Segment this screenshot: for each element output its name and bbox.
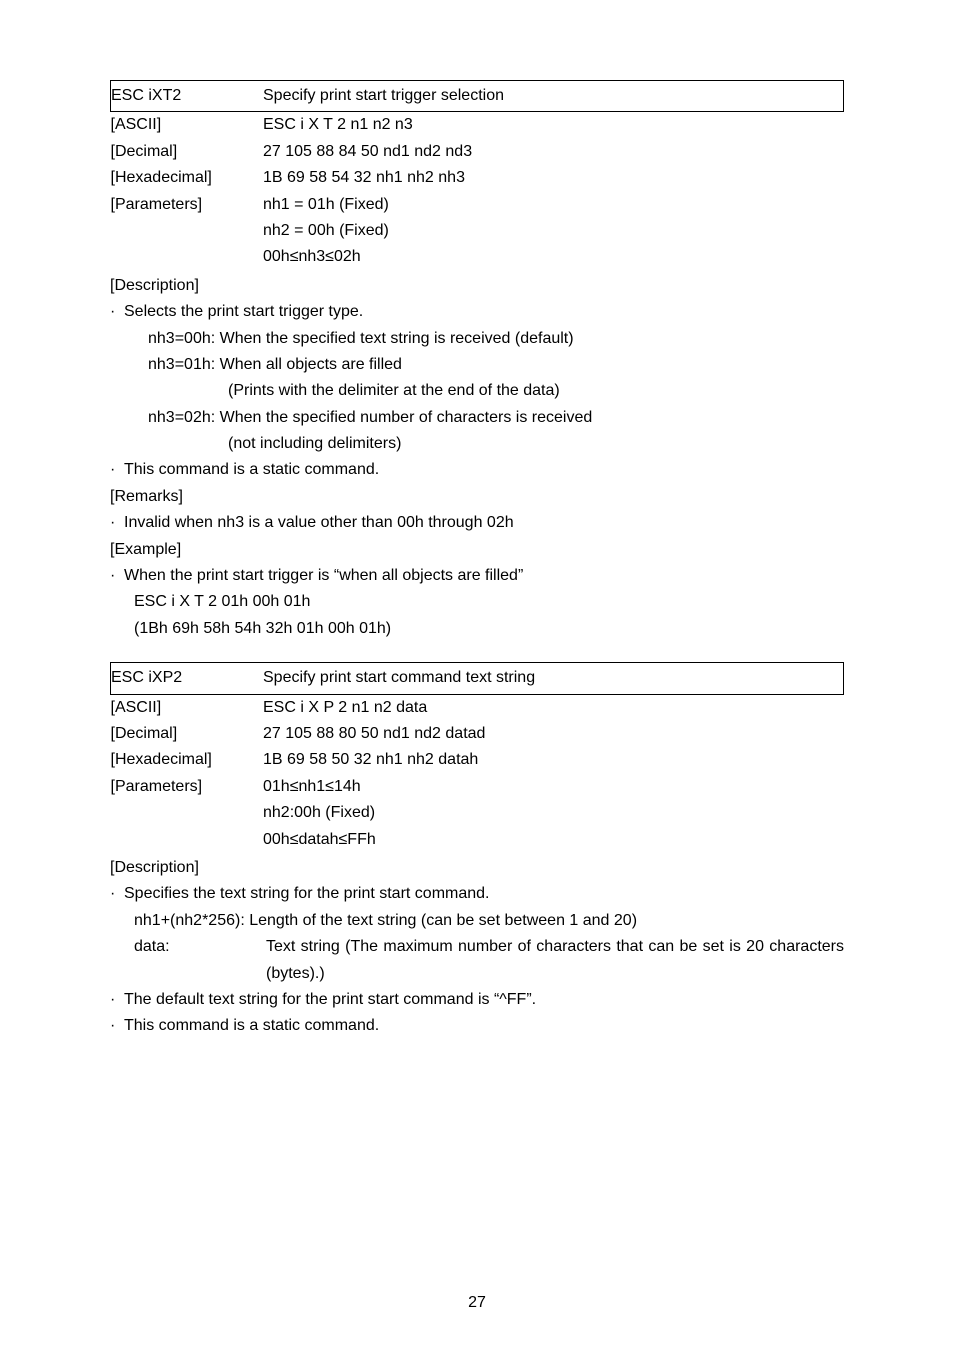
cmd1-name: ESC iXT2 — [111, 81, 264, 112]
cmd1-e1: ·When the print start trigger is “when a… — [110, 563, 844, 589]
hex-label2: [Hexadecimal] — [111, 747, 264, 773]
hex-label: [Hexadecimal] — [111, 165, 264, 191]
cmd2-d3: data: Text string (The maximum number of… — [110, 934, 844, 987]
param2-val2: nh2:00h (Fixed) — [263, 800, 844, 826]
cmd1-e2: ESC i X T 2 01h 00h 01h — [110, 589, 844, 615]
ascii-val: ESC i X T 2 n1 n2 n3 — [263, 112, 844, 139]
param-val1: nh1 = 01h (Fixed) — [263, 192, 844, 218]
cmd2-name: ESC iXP2 — [111, 663, 264, 694]
cmd1-r1: ·Invalid when nh3 is a value other than … — [110, 510, 844, 536]
cmd1-d2: nh3=00h: When the specified text string … — [110, 326, 844, 352]
cmd2-d1: ·Specifies the text string for the print… — [110, 881, 844, 907]
cmd1-d3: nh3=01h: When all objects are filled — [110, 352, 844, 378]
cmd2-d4: ·The default text string for the print s… — [110, 987, 844, 1013]
cmd1-desc: Specify print start trigger selection — [263, 81, 844, 112]
cmd2-d2: nh1+(nh2*256): Length of the text string… — [110, 908, 844, 934]
decimal-label: [Decimal] — [111, 139, 264, 165]
param-label: [Parameters] — [111, 192, 264, 218]
param-val3: 00h≤nh3≤02h — [263, 244, 844, 270]
cmd1-d1: ·Selects the print start trigger type. — [110, 299, 844, 325]
param2-val1: 01h≤nh1≤14h — [263, 774, 844, 800]
param-val2: nh2 = 00h (Fixed) — [263, 218, 844, 244]
remarks-label: [Remarks] — [110, 484, 844, 510]
ascii-label2: [ASCII] — [111, 694, 264, 721]
cmd2-d5: ·This command is a static command. — [110, 1013, 844, 1039]
description-label: [Description] — [110, 273, 844, 299]
decimal-val: 27 105 88 84 50 nd1 nd2 nd3 — [263, 139, 844, 165]
decimal-val2: 27 105 88 80 50 nd1 nd2 datad — [263, 721, 844, 747]
cmd1-table: ESC iXT2 Specify print start trigger sel… — [110, 80, 844, 271]
cmd1-d4: (Prints with the delimiter at the end of… — [110, 378, 844, 404]
param2-val3: 00h≤datah≤FFh — [263, 827, 844, 853]
cmd2-table: ESC iXP2 Specify print start command tex… — [110, 662, 844, 853]
example-label: [Example] — [110, 537, 844, 563]
page-number: 27 — [0, 1290, 954, 1316]
cmd2-desc: Specify print start command text string — [263, 663, 844, 694]
description-label2: [Description] — [110, 855, 844, 881]
decimal-label2: [Decimal] — [111, 721, 264, 747]
ascii-label: [ASCII] — [111, 112, 264, 139]
cmd1-d5: nh3=02h: When the specified number of ch… — [110, 405, 844, 431]
cmd1-d7: ·This command is a static command. — [110, 457, 844, 483]
hex-val: 1B 69 58 54 32 nh1 nh2 nh3 — [263, 165, 844, 191]
cmd1-d6: (not including delimiters) — [110, 431, 844, 457]
cmd1-e3: (1Bh 69h 58h 54h 32h 01h 00h 01h) — [110, 616, 844, 642]
param-label2: [Parameters] — [111, 774, 264, 800]
ascii-val2: ESC i X P 2 n1 n2 data — [263, 694, 844, 721]
hex-val2: 1B 69 58 50 32 nh1 nh2 datah — [263, 747, 844, 773]
